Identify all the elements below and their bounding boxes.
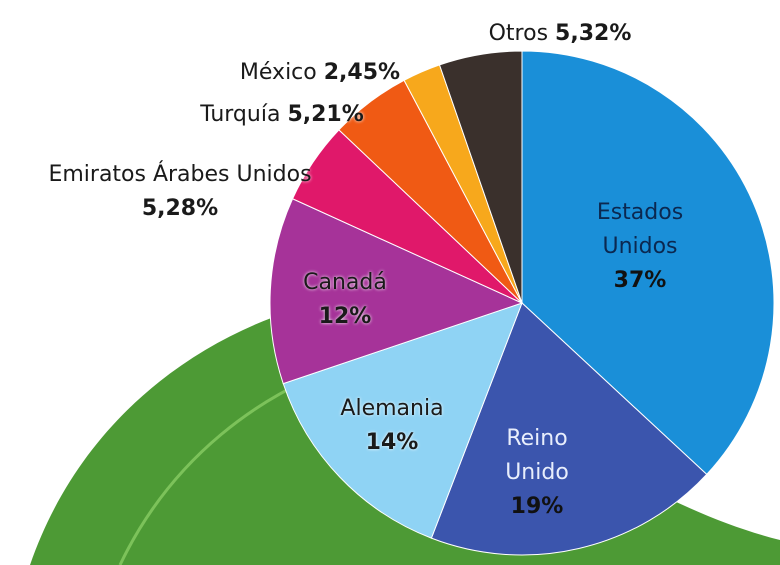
- category-label: Emiratos Árabes Unidos: [0, 158, 360, 192]
- value-label: 5,21%: [287, 102, 363, 127]
- value-label: 14%: [312, 426, 472, 460]
- chart: Estados Unidos37%Reino Unido19%Alemania1…: [0, 0, 780, 565]
- value-label: 5,32%: [555, 21, 631, 46]
- category-label: México: [240, 60, 317, 85]
- category-label: Otros: [489, 21, 548, 46]
- slice-label: México 2,45%: [200, 56, 440, 90]
- value-label: 19%: [487, 490, 587, 524]
- slice-label: Turquía 5,21%: [162, 98, 402, 132]
- category-label: Turquía: [200, 102, 280, 127]
- category-label: Reino Unido: [487, 422, 587, 490]
- slice-label: Otros 5,32%: [450, 17, 670, 51]
- category-label: Estados Unidos: [580, 196, 700, 264]
- category-label: Canadá: [280, 266, 410, 300]
- value-label: 5,28%: [0, 192, 360, 226]
- value-label: 37%: [580, 264, 700, 298]
- category-label: Alemania: [312, 392, 472, 426]
- value-label: 2,45%: [324, 60, 400, 85]
- value-label: 12%: [280, 300, 410, 334]
